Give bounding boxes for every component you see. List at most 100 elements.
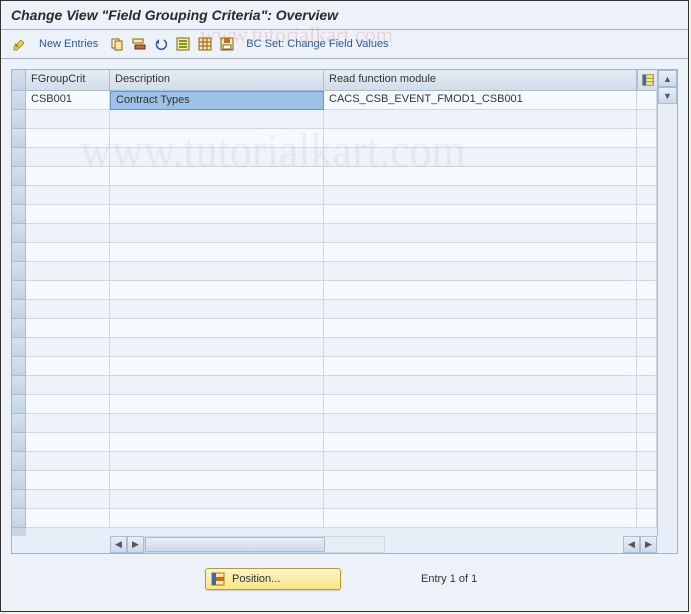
- row-marker[interactable]: [12, 338, 26, 357]
- horizontal-scrollbar[interactable]: ◀ ▶ ◀ ▶: [12, 536, 677, 553]
- grid-icon[interactable]: [196, 35, 214, 53]
- row-marker[interactable]: [12, 186, 26, 205]
- cell-description[interactable]: [110, 300, 324, 319]
- cell-description[interactable]: [110, 376, 324, 395]
- cell-read-function-module[interactable]: [324, 338, 637, 357]
- row-marker[interactable]: [12, 243, 26, 262]
- cell-read-function-module[interactable]: [324, 319, 637, 338]
- scroll-left-icon-2[interactable]: ◀: [623, 536, 640, 553]
- scroll-down-icon[interactable]: ▼: [658, 87, 677, 104]
- cell-fgroupcrit[interactable]: [26, 490, 110, 509]
- row-marker[interactable]: [12, 319, 26, 338]
- row-copy-icon[interactable]: [130, 35, 148, 53]
- cell-read-function-module[interactable]: [324, 243, 637, 262]
- select-all-icon[interactable]: [174, 35, 192, 53]
- position-button[interactable]: Position...: [205, 568, 341, 590]
- cell-fgroupcrit[interactable]: [26, 395, 110, 414]
- row-marker[interactable]: [12, 91, 26, 110]
- cell-fgroupcrit[interactable]: [26, 357, 110, 376]
- cell-fgroupcrit[interactable]: [26, 471, 110, 490]
- row-marker[interactable]: [12, 224, 26, 243]
- cell-description[interactable]: [110, 167, 324, 186]
- cell-read-function-module[interactable]: [324, 471, 637, 490]
- cell-fgroupcrit[interactable]: [26, 452, 110, 471]
- cell-fgroupcrit[interactable]: [26, 167, 110, 186]
- cell-fgroupcrit[interactable]: [26, 186, 110, 205]
- cell-fgroupcrit[interactable]: [26, 262, 110, 281]
- row-marker[interactable]: [12, 433, 26, 452]
- cell-fgroupcrit[interactable]: [26, 319, 110, 338]
- cell-fgroupcrit[interactable]: [26, 281, 110, 300]
- col-header-description[interactable]: Description: [110, 70, 324, 91]
- row-marker[interactable]: [12, 262, 26, 281]
- cell-description[interactable]: [110, 262, 324, 281]
- cell-fgroupcrit[interactable]: [26, 338, 110, 357]
- cell-fgroupcrit[interactable]: [26, 376, 110, 395]
- row-marker[interactable]: [12, 452, 26, 471]
- cell-description[interactable]: [110, 186, 324, 205]
- cell-description[interactable]: [110, 395, 324, 414]
- row-marker[interactable]: [12, 300, 26, 319]
- cell-read-function-module[interactable]: [324, 452, 637, 471]
- col-header-fgroupcrit[interactable]: FGroupCrit: [26, 70, 110, 91]
- cell-description[interactable]: [110, 471, 324, 490]
- cell-description[interactable]: [110, 433, 324, 452]
- cell-read-function-module[interactable]: CACS_CSB_EVENT_FMOD1_CSB001: [324, 91, 637, 110]
- cell-read-function-module[interactable]: [324, 490, 637, 509]
- cell-read-function-module[interactable]: [324, 110, 637, 129]
- undo-icon[interactable]: [152, 35, 170, 53]
- row-marker[interactable]: [12, 205, 26, 224]
- table-config-icon[interactable]: [637, 70, 657, 91]
- row-marker[interactable]: [12, 110, 26, 129]
- cell-read-function-module[interactable]: [324, 395, 637, 414]
- cell-description[interactable]: [110, 129, 324, 148]
- row-marker[interactable]: [12, 148, 26, 167]
- cell-fgroupcrit[interactable]: [26, 433, 110, 452]
- row-marker[interactable]: [12, 395, 26, 414]
- cell-description[interactable]: [110, 224, 324, 243]
- row-marker[interactable]: [12, 509, 26, 528]
- row-marker[interactable]: [12, 167, 26, 186]
- cell-description[interactable]: [110, 148, 324, 167]
- cell-description[interactable]: [110, 281, 324, 300]
- col-header-read-function-module[interactable]: Read function module: [324, 70, 637, 91]
- cell-description[interactable]: [110, 357, 324, 376]
- vscroll-track[interactable]: [658, 104, 677, 536]
- row-marker[interactable]: [12, 357, 26, 376]
- cell-fgroupcrit[interactable]: [26, 414, 110, 433]
- cell-read-function-module[interactable]: [324, 376, 637, 395]
- cell-fgroupcrit[interactable]: [26, 129, 110, 148]
- cell-description[interactable]: [110, 414, 324, 433]
- cell-description[interactable]: [110, 452, 324, 471]
- cell-read-function-module[interactable]: [324, 414, 637, 433]
- cell-fgroupcrit[interactable]: [26, 205, 110, 224]
- hscroll-track-1[interactable]: [144, 536, 385, 553]
- save-icon[interactable]: [218, 35, 236, 53]
- cell-fgroupcrit[interactable]: CSB001: [26, 91, 110, 110]
- cell-fgroupcrit[interactable]: [26, 110, 110, 129]
- cell-read-function-module[interactable]: [324, 167, 637, 186]
- copy-icon[interactable]: [108, 35, 126, 53]
- cell-read-function-module[interactable]: [324, 205, 637, 224]
- new-entries-button[interactable]: New Entries: [39, 38, 98, 50]
- row-marker[interactable]: [12, 490, 26, 509]
- cell-fgroupcrit[interactable]: [26, 243, 110, 262]
- cell-read-function-module[interactable]: [324, 281, 637, 300]
- cell-description[interactable]: [110, 338, 324, 357]
- cell-read-function-module[interactable]: [324, 186, 637, 205]
- edit-icon[interactable]: [11, 35, 29, 53]
- row-marker[interactable]: [12, 129, 26, 148]
- row-marker[interactable]: [12, 471, 26, 490]
- cell-read-function-module[interactable]: [324, 224, 637, 243]
- cell-description[interactable]: [110, 319, 324, 338]
- cell-description[interactable]: [110, 205, 324, 224]
- bc-set-button[interactable]: BC Set: Change Field Values: [246, 38, 388, 50]
- vertical-scrollbar[interactable]: ▲ ▼: [657, 70, 677, 536]
- cell-read-function-module[interactable]: [324, 300, 637, 319]
- scroll-right-icon-2[interactable]: ▶: [640, 536, 657, 553]
- cell-read-function-module[interactable]: [324, 509, 637, 528]
- cell-fgroupcrit[interactable]: [26, 509, 110, 528]
- cell-fgroupcrit[interactable]: [26, 300, 110, 319]
- row-marker[interactable]: [12, 414, 26, 433]
- cell-description[interactable]: [110, 509, 324, 528]
